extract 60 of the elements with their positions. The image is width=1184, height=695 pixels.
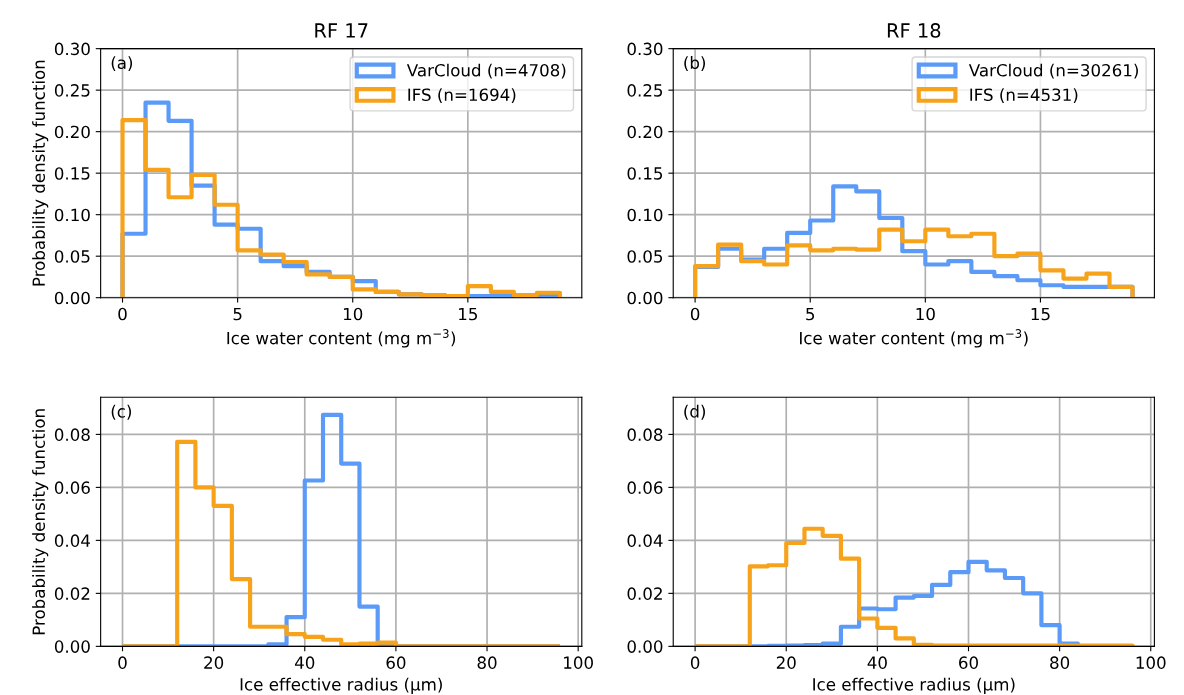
y-tick-label: 0.30 (627, 42, 663, 56)
chart-title: RF 17 (315, 23, 368, 38)
y-tick-label: 0.05 (54, 250, 90, 263)
x-tick-label: 15 (459, 307, 477, 321)
y-tick-label: 0.05 (627, 250, 663, 263)
y-tick-label: 0.30 (54, 42, 90, 56)
annotation: (c) (111, 404, 131, 420)
y-tick-label: 0.06 (54, 481, 90, 494)
x-tick-label: 15 (1031, 307, 1050, 321)
y-tick-label: 0.15 (627, 167, 663, 180)
legend-label: VarCloud (n=4708) (406, 63, 566, 79)
x-tick-label: 20 (204, 656, 224, 669)
x-tick-label: 40 (867, 656, 887, 669)
y-axis-title: Probability density function (32, 409, 49, 635)
annotation: (a) (111, 56, 133, 71)
y-tick-label: 0.02 (54, 587, 90, 600)
x-tick-label: 0 (690, 307, 700, 321)
x-tick-label: 5 (233, 307, 242, 321)
x-tick-label: 60 (386, 656, 406, 669)
y-tick-label: 0.00 (627, 640, 663, 653)
x-tick-label: 80 (477, 656, 497, 669)
annotation: (d) (684, 404, 706, 420)
chart-title: RF 18 (887, 23, 941, 38)
x-tick-label: 5 (806, 307, 815, 321)
y-tick-label: 0.08 (627, 428, 663, 441)
x-axis-title: Ice water content (mg m$^{−3}$) (227, 329, 456, 348)
y-tick-label: 0.20 (627, 125, 663, 139)
x-axis-title: Ice effective radius (μm) (813, 677, 1015, 694)
y-tick-label: 0.20 (54, 125, 90, 139)
x-tick-label: 80 (1050, 656, 1070, 669)
x-axis-title: Ice water content (mg m$^{−3}$) (800, 329, 1028, 348)
y-tick-label: 0.10 (627, 208, 663, 222)
x-tick-label: 0 (118, 307, 127, 321)
x-tick-label: 0 (690, 656, 700, 669)
legend-label: VarCloud (n=30261) (968, 63, 1138, 79)
y-tick-label: 0.10 (54, 208, 90, 222)
y-tick-label: 0.00 (54, 291, 90, 305)
x-tick-label: 20 (776, 656, 796, 669)
y-axis-title: Probability density function (32, 60, 49, 286)
x-tick-label: 10 (916, 307, 935, 321)
x-tick-label: 10 (343, 307, 363, 321)
y-tick-label: 0.06 (627, 481, 663, 494)
y-tick-label: 0.04 (627, 534, 663, 547)
y-tick-label: 0.02 (627, 587, 662, 600)
y-tick-label: 0.15 (54, 167, 90, 180)
annotation: (b) (684, 56, 706, 71)
x-tick-label: 40 (294, 656, 315, 669)
y-tick-label: 0.00 (627, 291, 663, 305)
y-tick-label: 0.08 (54, 428, 90, 441)
y-tick-label: 0.00 (54, 640, 90, 653)
x-tick-label: 60 (959, 656, 978, 669)
legend-label: IFS (n=4531) (970, 88, 1078, 103)
y-tick-label: 0.04 (54, 534, 90, 547)
y-tick-label: 0.25 (54, 84, 90, 97)
y-tick-label: 0.25 (627, 84, 663, 97)
x-tick-label: 100 (1136, 656, 1166, 669)
legend-label: IFS (n=1694) (408, 88, 516, 103)
x-axis-title: Ice effective radius (μm) (240, 677, 442, 694)
x-tick-label: 100 (564, 656, 593, 669)
x-tick-label: 0 (118, 656, 127, 669)
